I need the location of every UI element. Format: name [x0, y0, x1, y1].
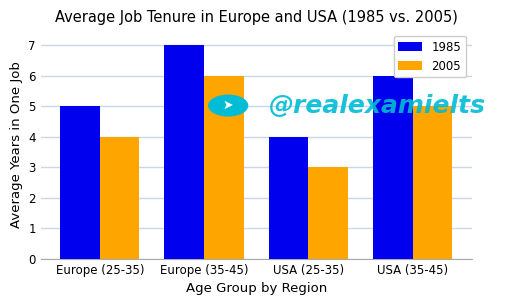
Text: @realexamielts: @realexamielts: [269, 94, 486, 117]
Bar: [373, 76, 413, 259]
Bar: [269, 137, 308, 259]
Y-axis label: Average Years in One Job: Average Years in One Job: [10, 61, 23, 228]
X-axis label: Age Group by Region: Age Group by Region: [185, 282, 327, 295]
Bar: [164, 45, 204, 259]
Bar: [204, 76, 244, 259]
Bar: [100, 137, 139, 259]
Circle shape: [209, 95, 248, 116]
Bar: [413, 106, 452, 259]
Bar: [308, 167, 348, 259]
Legend: 1985, 2005: 1985, 2005: [394, 36, 466, 77]
Title: Average Job Tenure in Europe and USA (1985 vs. 2005): Average Job Tenure in Europe and USA (19…: [55, 10, 458, 25]
Bar: [60, 106, 100, 259]
Text: ➤: ➤: [223, 99, 233, 112]
